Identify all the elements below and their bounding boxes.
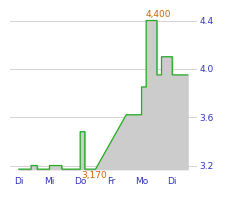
Text: 4,400: 4,400 [145,10,171,19]
Text: 3,170: 3,170 [81,171,107,180]
